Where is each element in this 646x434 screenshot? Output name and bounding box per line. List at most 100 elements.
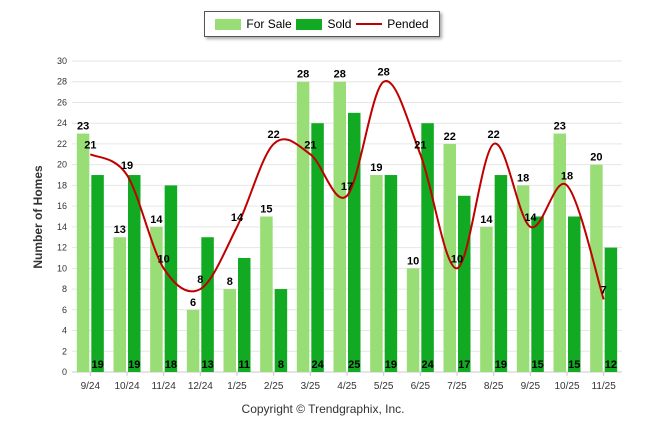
legend-label-pended: Pended <box>387 17 429 31</box>
data-label-pended: 21 <box>84 139 96 151</box>
legend-item-sold[interactable]: Sold <box>296 17 351 31</box>
bar-sold <box>531 216 544 372</box>
y-tick-label: 14 <box>57 222 67 232</box>
y-tick-label: 8 <box>62 284 67 294</box>
x-tick-label: 10/24 <box>114 381 139 392</box>
data-label-for-sale: 14 <box>150 214 163 226</box>
bar-for-sale <box>260 216 273 372</box>
legend-swatch-pended <box>356 23 383 25</box>
y-tick-label: 10 <box>57 263 67 273</box>
y-tick-label: 18 <box>57 180 67 190</box>
y-tick-label: 2 <box>62 346 67 356</box>
x-tick-label: 11/24 <box>152 381 177 392</box>
data-label-pended: 22 <box>488 129 500 141</box>
legend: For Sale Sold Pended <box>204 11 440 37</box>
y-tick-label: 28 <box>57 77 67 87</box>
data-label-sold: 19 <box>385 359 397 371</box>
data-label-pended: 21 <box>414 139 426 151</box>
x-tick-label: 7/25 <box>447 381 467 392</box>
x-axis-ticks: 9/24 10/24 11/24 12/24 1/25 2/25 3/25 4/25 5/25 6… <box>81 372 617 392</box>
data-label-pended: 19 <box>121 160 133 172</box>
x-tick-label: 5/25 <box>374 381 394 392</box>
x-tick-label: 10/25 <box>554 381 579 392</box>
data-label-sold: 12 <box>605 359 617 371</box>
x-tick-label: 11/25 <box>592 381 617 392</box>
bar-for-sale <box>370 175 383 372</box>
data-label-for-sale: 28 <box>297 69 309 81</box>
x-tick-label: 8/25 <box>484 381 504 392</box>
data-label-for-sale: 14 <box>480 214 493 226</box>
data-label-for-sale: 13 <box>114 224 126 236</box>
data-label-pended: 8 <box>197 274 203 286</box>
data-label-for-sale: 8 <box>227 276 233 288</box>
legend-swatch-sold <box>296 18 323 30</box>
bar-sold <box>494 175 508 372</box>
bar-for-sale <box>296 81 310 372</box>
bar-for-sale <box>223 289 236 372</box>
x-tick-label: 2/25 <box>264 381 284 392</box>
data-label-for-sale: 6 <box>190 297 196 309</box>
y-tick-label: 24 <box>57 118 67 128</box>
data-label-for-sale: 15 <box>260 204 272 216</box>
y-tick-label: 12 <box>57 243 67 253</box>
data-label-sold: 19 <box>91 359 103 371</box>
data-label-pended: 22 <box>268 129 280 141</box>
legend-label-sold: Sold <box>327 17 352 31</box>
bar-for-sale <box>113 237 126 372</box>
bar-sold <box>348 112 361 372</box>
data-label-for-sale: 23 <box>77 121 89 133</box>
bar-for-sale <box>516 185 530 372</box>
data-label-sold: 17 <box>458 359 470 371</box>
x-tick-label: 4/25 <box>337 381 357 392</box>
data-labels: 23 19 13 19 14 18 6 13 8 11 15 8 28 24 28 25 19 19 10 24 22 1… <box>77 67 617 371</box>
data-label-pended: 10 <box>451 253 463 265</box>
bar-for-sale <box>186 309 200 372</box>
y-tick-label: 22 <box>57 139 67 149</box>
data-label-pended: 14 <box>524 212 537 224</box>
bar-sold <box>274 289 288 372</box>
data-label-pended: 14 <box>231 212 244 224</box>
bar-sold <box>568 216 581 372</box>
bar-sold <box>604 247 618 372</box>
bar-sold <box>128 175 141 372</box>
data-label-pended: 28 <box>378 67 390 79</box>
x-tick-label: 9/24 <box>81 381 101 392</box>
data-label-sold: 25 <box>348 359 360 371</box>
bar-for-sale <box>480 226 493 372</box>
legend-item-pended[interactable]: Pended <box>356 17 429 31</box>
x-tick-label: 6/25 <box>411 381 431 392</box>
data-label-sold: 15 <box>531 359 543 371</box>
bar-sold <box>311 123 324 372</box>
x-tick-label: 9/25 <box>521 381 541 392</box>
data-label-sold: 24 <box>311 359 324 371</box>
data-label-sold: 18 <box>165 359 177 371</box>
pended-line <box>89 80 605 300</box>
y-tick-label: 30 <box>57 56 67 66</box>
data-label-sold: 11 <box>238 359 250 371</box>
legend-item-for-sale[interactable]: For Sale <box>215 17 292 31</box>
data-label-for-sale: 23 <box>554 121 566 133</box>
bar-sold <box>458 195 471 372</box>
x-tick-label: 3/25 <box>301 381 321 392</box>
x-tick-label: 1/25 <box>227 381 247 392</box>
data-label-for-sale: 10 <box>407 255 419 267</box>
legend-label-for-sale: For Sale <box>246 17 292 31</box>
bar-for-sale <box>553 133 566 372</box>
data-label-pended: 7 <box>601 284 607 296</box>
x-tick-label: 12/24 <box>188 381 213 392</box>
data-label-pended: 17 <box>341 181 353 193</box>
data-label-sold: 19 <box>128 359 140 371</box>
y-tick-label: 0 <box>62 367 67 377</box>
bar-for-sale <box>76 133 90 372</box>
y-tick-label: 4 <box>62 326 67 336</box>
bar-sold <box>421 123 434 372</box>
bar-sold <box>384 175 398 372</box>
y-axis-label: Number of Homes <box>31 165 45 269</box>
data-label-sold: 15 <box>568 359 580 371</box>
data-label-pended: 10 <box>158 253 170 265</box>
y-tick-label: 16 <box>57 201 67 211</box>
bar-sold <box>238 257 251 372</box>
bar-for-sale <box>150 226 163 372</box>
